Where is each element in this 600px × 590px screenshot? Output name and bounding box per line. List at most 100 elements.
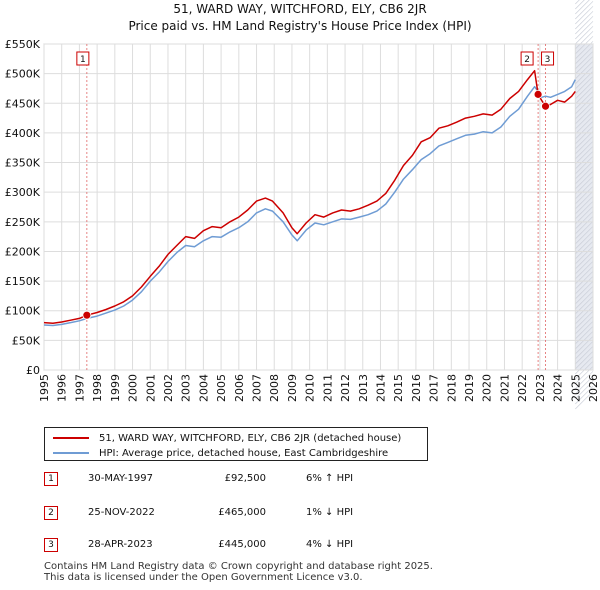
hatch-line [575, 106, 594, 125]
hatch-line [575, 241, 594, 260]
sale-point [82, 310, 92, 320]
hatch-line [575, 381, 594, 400]
hatch-line [575, 21, 594, 40]
x-tick-label: 2021 [498, 374, 511, 402]
plot-area [43, 43, 594, 371]
legend-swatch-property [53, 437, 89, 439]
sale-hpi-diff: 6% ↑ HPI [306, 473, 354, 484]
hatch-line [575, 246, 594, 265]
x-tick-label: 2014 [374, 374, 387, 402]
licence-line: This data is licensed under the Open Gov… [44, 572, 363, 583]
y-tick-label: £450K [5, 97, 41, 110]
x-tick-label: 1998 [91, 374, 104, 402]
hatch-line [575, 161, 594, 180]
x-tick-label: 2011 [321, 374, 334, 402]
sale-price: £465,000 [218, 507, 266, 518]
sale-point [533, 89, 543, 99]
hatch-line [575, 111, 594, 130]
hatch-line [575, 336, 594, 355]
x-tick-label: 1999 [109, 374, 122, 402]
copyright-line: Contains HM Land Registry data © Crown c… [44, 561, 433, 572]
table-row: 2 25-NOV-2022 £465,000 1% ↓ HPI [44, 504, 564, 522]
hatch-line [575, 256, 594, 275]
y-tick-label: £350K [5, 157, 41, 170]
hatch-line [575, 1, 594, 20]
sale-label-box: 3 [541, 51, 555, 66]
hatch-line [575, 371, 594, 390]
series-line [43, 69, 576, 324]
x-tick-label: 2010 [304, 374, 317, 402]
x-tick-label: 2000 [127, 374, 140, 402]
hatch-line [575, 141, 594, 160]
hatch-line [575, 166, 594, 185]
chart-title: 51, WARD WAY, WITCHFORD, ELY, CB6 2JR [173, 2, 426, 16]
x-tick-label: 2025 [569, 374, 582, 402]
x-tick-label: 2019 [463, 374, 476, 402]
hatch-line [575, 156, 594, 175]
x-tick-label: 2015 [392, 374, 405, 402]
hatch-line [575, 306, 594, 325]
hatch-line [575, 196, 594, 215]
hatch-line [575, 36, 594, 55]
x-tick-label: 2005 [215, 374, 228, 402]
x-tick-label: 2009 [286, 374, 299, 402]
sale-hpi-diff: 1% ↓ HPI [306, 507, 354, 518]
hatch-line [575, 211, 594, 230]
x-tick-label: 2008 [268, 374, 281, 402]
hatch-line [575, 91, 594, 110]
hatch-line [575, 126, 594, 145]
sale-date: 25-NOV-2022 [88, 507, 155, 518]
hatch-line [575, 221, 594, 240]
x-tick-label: 2003 [180, 374, 193, 402]
hatch-line [575, 251, 594, 270]
hatch-line [575, 0, 590, 15]
hatch-line [575, 376, 594, 395]
series-line [43, 79, 576, 327]
hatch-line [575, 26, 594, 45]
x-tick-label: 2007 [251, 374, 264, 402]
sale-label-frame [76, 51, 90, 66]
x-tick-label: 2026 [587, 374, 600, 402]
sale-date: 28-APR-2023 [88, 539, 153, 550]
hatch-line [575, 66, 594, 85]
y-tick-label: £400K [5, 127, 41, 140]
hatch-line [575, 86, 594, 105]
table-row: 1 30-MAY-1997 £92,500 6% ↑ HPI [44, 470, 564, 488]
hatch-line [575, 146, 594, 165]
hatch-line [575, 261, 594, 280]
x-tick-label: 2018 [445, 374, 458, 402]
hatch-line [575, 386, 594, 405]
hatch-line [575, 206, 594, 225]
hatch-line [575, 171, 594, 190]
hatch-line [575, 226, 594, 245]
hatch-line [575, 191, 594, 210]
hatch-line [575, 6, 594, 25]
hatch-line [575, 311, 594, 330]
hatch-line [575, 136, 594, 155]
chart-subtitle: Price paid vs. HM Land Registry's House … [128, 19, 471, 33]
hatch-line [575, 81, 594, 100]
hatch-line [575, 151, 594, 170]
sale-marker: 1 [44, 472, 58, 486]
legend-entry-property: 51, WARD WAY, WITCHFORD, ELY, CB6 2JR (d… [53, 431, 401, 445]
x-tick-label: 2022 [516, 374, 529, 402]
x-tick-label: 2020 [481, 374, 494, 402]
y-tick-label: £250K [5, 216, 41, 229]
x-tick-label: 2013 [357, 374, 370, 402]
hatch-line [575, 321, 594, 340]
hatch-line [575, 276, 594, 295]
y-tick-label: £500K [5, 68, 41, 81]
sale-marker: 3 [44, 538, 58, 552]
sale-hpi-diff: 4% ↓ HPI [306, 539, 354, 550]
hatch-line [575, 286, 594, 305]
y-tick-label: £200K [5, 245, 41, 258]
y-tick-label: £300K [5, 186, 41, 199]
hatch-line [575, 76, 594, 95]
hatch-line [575, 366, 594, 385]
legend-swatch-hpi [53, 452, 89, 454]
x-tick-label: 2024 [552, 374, 565, 402]
footer: Contains HM Land Registry data © Crown c… [44, 561, 433, 583]
hatch-line [575, 51, 594, 70]
hatch-line [575, 231, 594, 250]
hatch-line [575, 11, 594, 30]
